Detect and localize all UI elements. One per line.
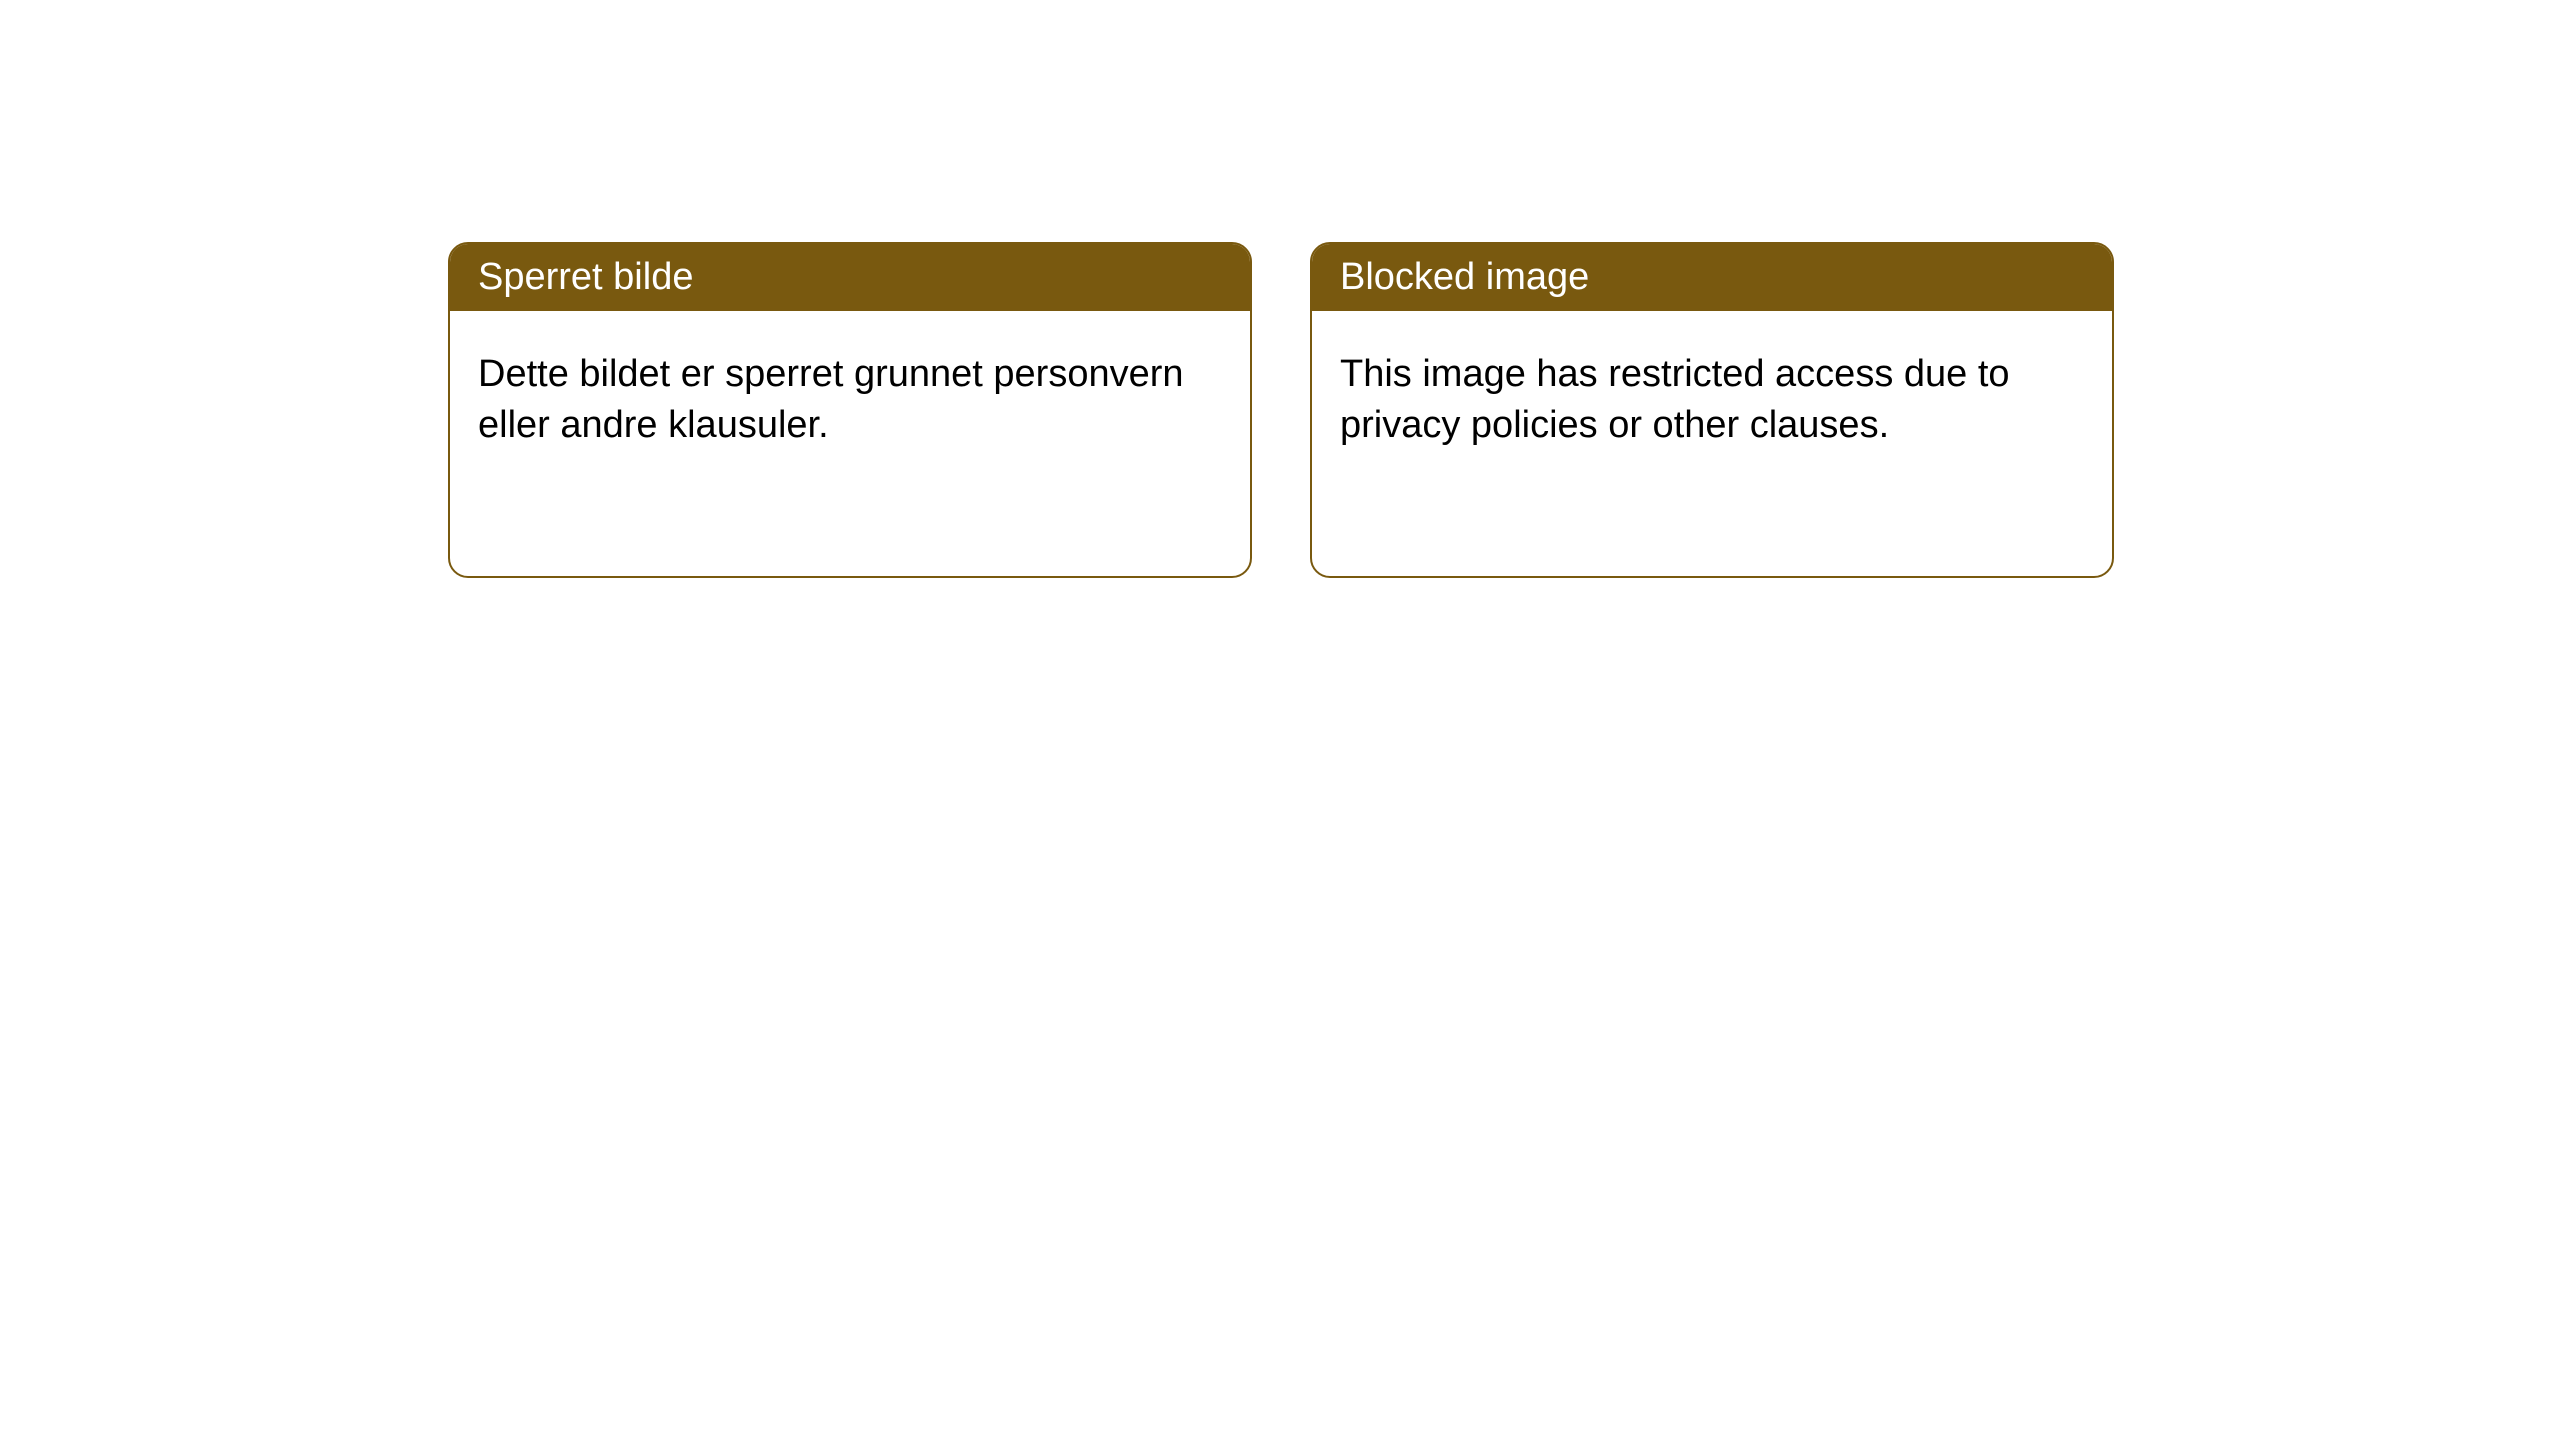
notice-container: Sperret bilde Dette bildet er sperret gr… xyxy=(0,0,2560,578)
blocked-image-card-no: Sperret bilde Dette bildet er sperret gr… xyxy=(448,242,1252,578)
card-title: Blocked image xyxy=(1312,244,2112,311)
card-body-text: Dette bildet er sperret grunnet personve… xyxy=(450,311,1250,490)
blocked-image-card-en: Blocked image This image has restricted … xyxy=(1310,242,2114,578)
card-body-text: This image has restricted access due to … xyxy=(1312,311,2112,490)
card-title: Sperret bilde xyxy=(450,244,1250,311)
